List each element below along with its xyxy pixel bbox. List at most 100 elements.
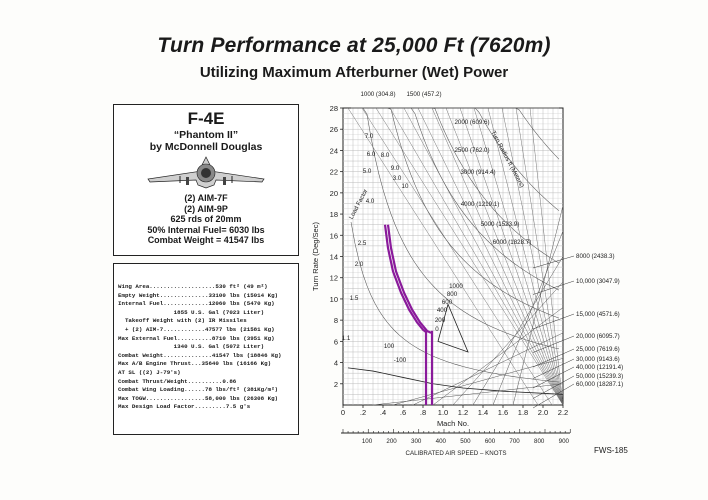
ps-curve xyxy=(432,307,564,406)
spec-row: Max External Fuel..........8710 lbs (395… xyxy=(118,334,275,342)
turn-radius-line xyxy=(403,107,564,406)
load-factor-curve xyxy=(351,107,560,350)
armament-line: (2) AIM-9P xyxy=(184,203,228,214)
cas-tick-label: 100 xyxy=(362,438,373,445)
turn-radius-line xyxy=(375,107,564,406)
altitude-leader-line xyxy=(532,383,575,409)
ps-envelope xyxy=(437,303,469,353)
x-tick-label: 2.0 xyxy=(538,408,548,417)
specific-excess-power-label: 200 xyxy=(435,317,446,324)
altitude-leader-line xyxy=(532,280,575,295)
load-factor-label: 2.0 xyxy=(355,261,364,268)
spec-row: AT SL ((2) J-79's) xyxy=(118,368,181,376)
y-tick-label: 26 xyxy=(330,125,338,134)
altitude-label: 10,000 (3047.9) xyxy=(576,278,620,285)
ps-curve xyxy=(512,205,564,406)
turn-radius-label: 2000 (609.6) xyxy=(454,119,489,126)
x-tick-label: .8 xyxy=(420,408,426,417)
load-factor-label: 3.0 xyxy=(393,175,402,182)
altitude-label: 50,000 (15239.3) xyxy=(576,373,623,380)
altitude-leader-line xyxy=(532,358,575,379)
turn-performance-series-line xyxy=(386,224,432,334)
load-factor-label: 8.0 xyxy=(381,152,390,159)
y-tick-label: 16 xyxy=(330,231,338,240)
y-tick-label: 6 xyxy=(334,337,338,346)
specific-excess-power-label: 800 xyxy=(447,291,458,298)
x-tick-label: 1.6 xyxy=(498,408,508,417)
aircraft-name: “Phantom II” xyxy=(173,129,239,141)
x-tick-label: .2 xyxy=(360,408,366,417)
load-factor-label: 10 xyxy=(402,183,409,190)
x-tick-label: 1.0 xyxy=(438,408,448,417)
envelope-curve xyxy=(347,367,564,395)
y-tick-label: 20 xyxy=(330,189,338,198)
y-tick-label: 8 xyxy=(334,316,338,325)
ps-curve xyxy=(492,230,564,406)
y-tick-label: 2 xyxy=(334,380,338,389)
ps-curve xyxy=(412,332,564,406)
spec-row: Max Design Load Factor.........7.5 g's xyxy=(118,403,251,411)
spec-row: Combat Wing Loading......78 lbs/ft² (381… xyxy=(118,386,279,394)
y-tick-label: 22 xyxy=(330,168,338,177)
specific-excess-power-label: -100 xyxy=(394,357,407,364)
ps-curve xyxy=(472,256,564,406)
altitude-label: 20,000 (6095.7) xyxy=(576,333,620,340)
cas-tick-label: 300 xyxy=(411,438,422,445)
chart-grid xyxy=(342,107,564,406)
turn-radius-line xyxy=(417,107,564,406)
turn-radius-label: 2500 (762.0) xyxy=(454,147,489,154)
turn-radius-line xyxy=(361,107,553,406)
altitude-label: 8000 (2438.3) xyxy=(576,253,615,260)
armament-line: 625 rds of 20mm xyxy=(170,214,242,224)
x-tick-label: 1.8 xyxy=(518,408,528,417)
turn-radius-label: 3000 (914.4) xyxy=(460,169,495,176)
altitude-leader-line xyxy=(532,313,575,330)
y-tick-label: 12 xyxy=(330,274,338,283)
specific-excess-power-label: 600 xyxy=(442,299,453,306)
turn-radius-label: 6000 (1828.7) xyxy=(493,239,532,246)
y-tick-label: 24 xyxy=(330,146,338,155)
y-tick-label: 14 xyxy=(330,253,338,262)
y-tick-label: 4 xyxy=(334,359,338,368)
load-factor-label: 1.1 xyxy=(342,335,351,342)
altitude-leader-line xyxy=(532,255,575,269)
cas-tick-label: 900 xyxy=(559,438,570,445)
spec-row: Takeoff Weight with (2) IR Missiles xyxy=(118,317,247,325)
spec-row: Wing Area...................530 ft² (49 … xyxy=(118,283,268,290)
load-factor-label: 2.5 xyxy=(358,240,367,247)
cas-tick-label: 800 xyxy=(534,438,545,445)
ps-curve xyxy=(372,383,564,406)
altitude-leader-line xyxy=(532,366,575,389)
altitude-label: 25,000 (7619.6) xyxy=(576,346,620,353)
ps-curve xyxy=(452,281,564,406)
altitude-leader-line xyxy=(532,348,575,368)
specific-excess-power-label: 400 xyxy=(437,307,448,314)
armament-line: (2) AIM-7F xyxy=(184,193,228,203)
altitude-leader-line xyxy=(532,375,575,399)
spec-row: Max A/B Engine Thrust...35640 lbs (16166… xyxy=(118,360,272,368)
turn-radius-label: 5000 (1523.9) xyxy=(481,221,520,228)
altitude-label: 40,000 (12191.4) xyxy=(576,364,623,371)
figure-number: FWS-185 xyxy=(594,446,628,455)
spec-row: 1340 U.S. Gal (5072 Liter) xyxy=(118,343,265,351)
turn-radius-line xyxy=(389,107,564,406)
chart-title: Turn Performance at 25,000 Ft (7620m) xyxy=(157,34,551,57)
specifications-box: Wing Area...................530 ft² (49 … xyxy=(113,263,299,435)
cas-tick-label: 700 xyxy=(509,438,520,445)
cas-axis-title: CALIBRATED AIR SPEED – KNOTS xyxy=(406,450,507,457)
y-axis-title: Turn Rate (Deg/Sec) xyxy=(311,222,320,291)
altitude-label: 30,000 (9143.6) xyxy=(576,356,620,363)
turn-radius-line xyxy=(501,107,564,406)
aircraft-maker: by McDonnell Douglas xyxy=(149,141,263,153)
chart-subtitle: Utilizing Maximum Afterburner (Wet) Powe… xyxy=(199,64,509,81)
spec-row: Combat Thrust/Weight..........0.86 xyxy=(118,377,237,385)
spec-row: 1855 U.S. Gal (7023 Liter) xyxy=(118,308,265,316)
turn-radius-line xyxy=(459,107,564,406)
load-factor-curve xyxy=(350,221,560,383)
cas-tick-label: 400 xyxy=(436,438,447,445)
x-axis-title: Mach No. xyxy=(437,419,469,428)
spec-row: Combat Weight..............41547 lbs (18… xyxy=(118,351,282,359)
specific-excess-power-label: 0 xyxy=(435,326,439,333)
